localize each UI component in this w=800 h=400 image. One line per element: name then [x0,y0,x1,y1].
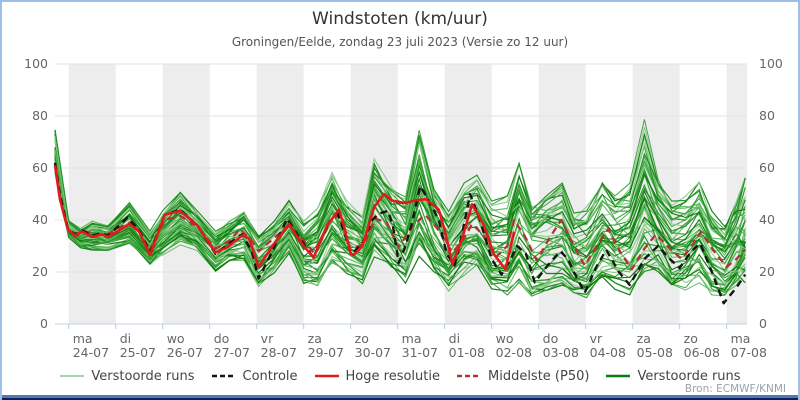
ensemble-member-line [54,157,746,294]
legend-item: Verstoorde runs [605,368,741,384]
x-tick-date-label: 04-08 [590,345,626,360]
source-credit: Bron: ECMWF/KNMI [684,383,786,395]
ensemble-member-line [54,130,746,248]
y-tick-label-right: 60 [759,160,775,175]
x-tick-date-label: 24-07 [73,345,109,360]
chart-title: Windstoten (km/uur) [312,9,488,29]
x-tick-day-label: ma [402,331,422,346]
legend-line-swatch [456,374,481,378]
x-tick-date-label: 01-08 [449,345,485,360]
series-line-middelste-p50- [53,165,747,271]
legend-label: Hoge resolutie [345,368,440,384]
x-tick-date-label: 07-08 [731,345,767,360]
legend-item: Middelste (P50) [456,369,589,384]
x-tick-day-label: ma [731,331,751,346]
legend-item: Hoge resolutie [314,369,440,384]
x-tick-day-label: di [120,331,131,346]
series-line-controle [53,162,747,305]
x-tick-day-label: ma [73,331,93,346]
ensemble-member-line [54,151,746,253]
x-tick-day-label: wo [167,331,185,346]
x-tick-day-label: vr [590,331,603,346]
y-tick-label-left: 40 [32,212,48,227]
legend-item: Controle [211,369,298,384]
ensemble-member-line [54,167,746,299]
y-tick-label-left: 20 [32,264,48,279]
legend-line-swatch [314,374,339,378]
x-tick-day-label: vr [261,331,274,346]
x-tick-date-label: 25-07 [120,345,156,360]
ensemble-member-line [54,146,746,260]
legend-label: Controle [242,368,298,384]
x-tick-date-label: 05-08 [637,345,673,360]
series-line-hoge-resolutie [53,165,516,271]
y-tick-label-left: 60 [32,160,48,175]
legend-label: Verstoorde runs [637,368,741,384]
ensemble-member-line [54,164,746,296]
x-tick-day-label: za [308,331,322,346]
y-tick-label-left: 100 [24,56,48,71]
day-band [256,64,304,324]
ensemble-member-line [54,162,746,293]
legend-label: Verstoorde runs [91,368,195,384]
legend-line-swatch [606,374,631,378]
legend-label: Middelste (P50) [487,368,590,384]
ensemble-member-line [54,129,746,240]
x-tick-day-label: do [214,331,230,346]
day-band [162,64,210,324]
x-tick-day-label: do [543,331,559,346]
ensemble-member-line [54,158,746,282]
ensemble-member-line [54,127,746,243]
ensemble-member-line [54,136,746,249]
y-tick-label-right: 0 [759,316,767,331]
x-tick-day-label: za [637,331,651,346]
x-tick-day-label: zo [355,331,369,346]
y-tick-label-left: 0 [40,316,48,331]
x-tick-date-label: 02-08 [496,345,532,360]
chart-legend: Verstoorde runs Controle Hoge resolutie Mid… [2,367,798,385]
x-tick-date-label: 03-08 [543,345,579,360]
x-tick-date-label: 31-07 [402,345,438,360]
chart-subtitle: Groningen/Eelde, zondag 23 juli 2023 (Ve… [231,35,569,49]
y-tick-label-left: 80 [32,108,48,123]
x-tick-date-label: 28-07 [261,345,297,360]
legend-line-swatch [60,375,85,377]
x-tick-date-label: 29-07 [308,345,344,360]
ensemble-member-line [54,158,746,271]
y-tick-label-right: 20 [759,264,775,279]
legend-item: Verstoorde runs [59,368,195,384]
x-tick-date-label: 30-07 [355,345,391,360]
x-tick-day-label: di [449,331,460,346]
legend-line-swatch [211,374,236,378]
day-band [68,64,116,324]
y-tick-label-right: 40 [759,212,775,227]
x-tick-date-label: 26-07 [167,345,203,360]
bottom-border-dark [2,398,798,400]
x-tick-date-label: 27-07 [214,345,250,360]
y-tick-label-right: 100 [759,56,783,71]
ensemble-member-line [54,132,746,239]
bottom-border-mid [2,395,798,398]
x-tick-date-label: 06-08 [684,345,720,360]
y-tick-label-right: 80 [759,108,775,123]
x-tick-day-label: zo [684,331,698,346]
x-tick-day-label: wo [496,331,514,346]
ensemble-member-line [54,161,746,293]
ensemble-member-line [54,149,746,283]
ensemble-member-line [54,150,746,273]
ensemble-member-line [54,119,746,242]
